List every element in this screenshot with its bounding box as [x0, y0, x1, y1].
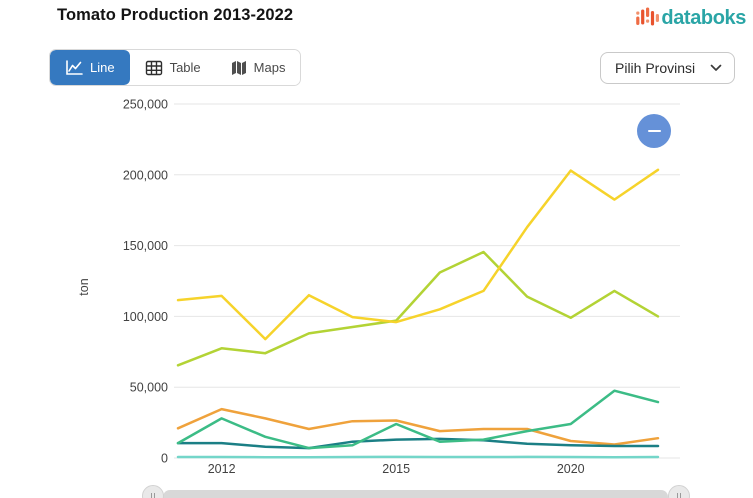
tab-table-label: Table [169, 60, 201, 75]
grip-icon [151, 493, 155, 498]
maps-icon [231, 60, 247, 76]
y-axis-label: 50,000 [130, 381, 168, 395]
y-axis-label: 0 [161, 452, 168, 466]
series-green-line[interactable] [176, 389, 660, 450]
grip-icon [677, 493, 681, 498]
scrollbar-right-handle[interactable] [668, 485, 690, 498]
x-axis-label: 2020 [557, 462, 585, 476]
chevron-down-icon [710, 64, 722, 72]
scrollbar-left-handle[interactable] [142, 485, 164, 498]
databoks-bars-icon [635, 5, 660, 31]
table-icon [145, 60, 163, 76]
y-axis-label: 200,000 [123, 168, 168, 182]
databoks-logo[interactable]: databoks [635, 5, 746, 31]
x-axis-label: 2012 [208, 462, 236, 476]
tab-maps[interactable]: Maps [215, 50, 301, 85]
zoom-out-button[interactable] [637, 114, 671, 148]
line-chart-icon [65, 59, 83, 76]
page-title: Tomato Production 2013-2022 [57, 6, 294, 24]
x-axis-label: 2015 [382, 462, 410, 476]
line-chart: 0 50,000 100,000 150,000 200,000 250,000 ton 20… [77, 98, 680, 476]
minus-icon [647, 129, 661, 133]
y-axis-label: 100,000 [123, 310, 168, 324]
series-yellow-green-line[interactable] [176, 250, 660, 367]
province-dropdown-label: Pilih Provinsi [615, 60, 696, 76]
view-tab-group: Line Table Maps [49, 49, 302, 86]
brand-name: databoks [661, 6, 746, 29]
y-axis-label: 150,000 [123, 239, 168, 253]
tab-table[interactable]: Table [129, 50, 216, 85]
scrollbar-thumb[interactable] [163, 490, 668, 498]
province-dropdown[interactable]: Pilih Provinsi [600, 52, 735, 84]
series-dark-teal-line[interactable] [176, 437, 660, 450]
tab-maps-label: Maps [253, 60, 286, 75]
series-yellow-line[interactable] [176, 168, 660, 341]
series-orange-line[interactable] [176, 407, 660, 446]
y-axis-label: 250,000 [123, 98, 168, 112]
tab-line-label: Line [90, 60, 115, 75]
tab-line[interactable]: Line [50, 50, 130, 85]
y-axis-title: ton [77, 278, 91, 295]
